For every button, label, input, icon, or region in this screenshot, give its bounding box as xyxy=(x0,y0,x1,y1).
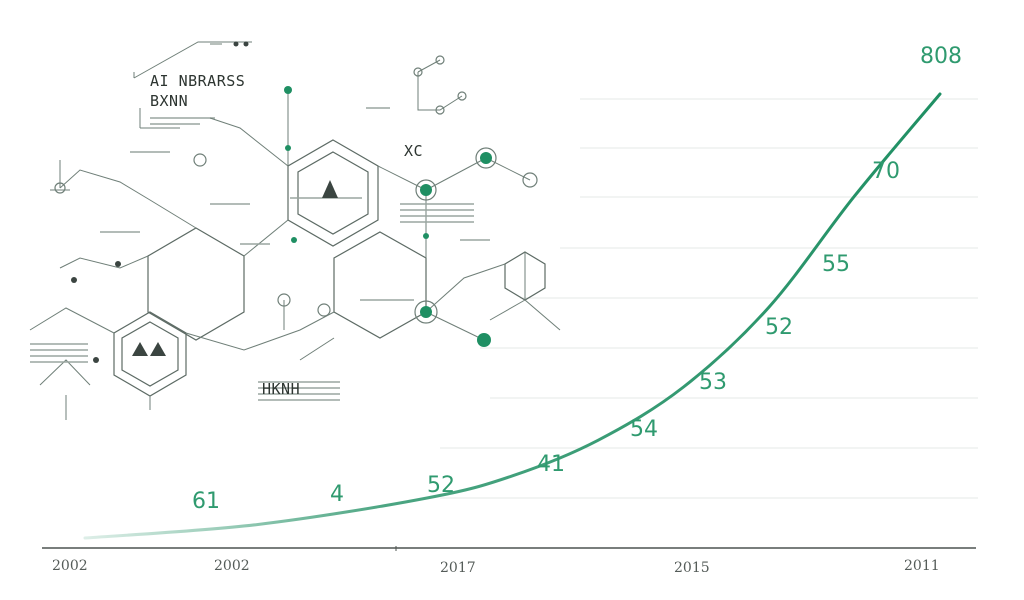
connector-line xyxy=(243,219,289,257)
connector-line xyxy=(29,307,115,334)
data-label: 808 xyxy=(920,44,962,69)
data-label: 52 xyxy=(427,473,455,498)
node-ring xyxy=(415,179,437,201)
x-tick-labels: 2002 2002 2017 2015 2011 xyxy=(52,558,940,576)
node-dot xyxy=(420,306,432,318)
node-dot xyxy=(284,86,292,94)
node-dot xyxy=(423,233,429,239)
series-line xyxy=(83,92,942,540)
node-dot xyxy=(115,261,121,267)
network-diagram: AI NBRARSS BXNN xyxy=(29,41,561,420)
node-ring xyxy=(457,91,467,101)
node-ring xyxy=(193,153,207,167)
connector-line xyxy=(59,169,197,229)
node-dot xyxy=(243,41,249,47)
connector-line xyxy=(185,311,335,351)
node-dot xyxy=(285,145,291,151)
hexagon xyxy=(121,321,179,387)
box-label: HKNH xyxy=(262,380,300,398)
x-tick-label: 2002 xyxy=(52,558,88,574)
connector-line xyxy=(59,255,149,269)
connector-line xyxy=(425,311,485,341)
x-tick-label: 2011 xyxy=(904,558,940,574)
connector-line xyxy=(425,263,506,313)
diagram-title: AI NBRARSS xyxy=(150,72,245,90)
node-ring xyxy=(414,300,438,324)
hexagon xyxy=(113,311,187,397)
hexagon xyxy=(333,231,427,339)
connector-line xyxy=(299,337,335,361)
node-dot xyxy=(291,237,297,243)
connector-line xyxy=(377,157,531,191)
data-label: 61 xyxy=(192,489,220,514)
data-label: 52 xyxy=(765,315,793,340)
node-dot xyxy=(480,152,492,164)
x-tick-label: 2015 xyxy=(674,560,710,576)
connector-line xyxy=(209,117,289,167)
node-dot xyxy=(93,357,99,363)
data-label: 53 xyxy=(699,370,727,395)
connector-line xyxy=(489,299,526,321)
node-dot xyxy=(233,41,239,47)
node-ring xyxy=(522,172,538,188)
node-dot xyxy=(420,184,432,196)
chart-glyph-icon xyxy=(132,342,166,356)
data-label: 55 xyxy=(822,252,850,277)
node-ring xyxy=(54,182,66,194)
hexagon xyxy=(297,151,369,235)
node-dot xyxy=(71,277,77,283)
hexagon xyxy=(147,227,245,341)
diagram-caption: XC xyxy=(404,142,423,160)
x-tick-label: 2002 xyxy=(214,558,250,574)
data-labels: 61 4 52 41 54 53 52 55 70 808 xyxy=(192,44,962,514)
node-ring xyxy=(317,303,331,317)
node-ring xyxy=(413,67,423,77)
connector-line xyxy=(39,359,91,386)
diagram-subtitle: BXNN xyxy=(150,92,188,110)
bracket-line xyxy=(133,41,252,79)
node-ring xyxy=(435,105,445,115)
node-ring xyxy=(475,147,497,169)
node-dot xyxy=(477,333,491,347)
data-label: 4 xyxy=(330,482,344,507)
chart-glyph-icon xyxy=(322,180,338,198)
connector-line xyxy=(524,252,561,331)
data-label: 54 xyxy=(630,417,658,442)
x-tick-label: 2017 xyxy=(440,560,476,576)
data-label: 70 xyxy=(872,159,900,184)
connector-line xyxy=(417,72,463,111)
node-ring xyxy=(277,293,291,307)
data-label: 41 xyxy=(537,452,565,477)
node-ring xyxy=(435,55,445,65)
